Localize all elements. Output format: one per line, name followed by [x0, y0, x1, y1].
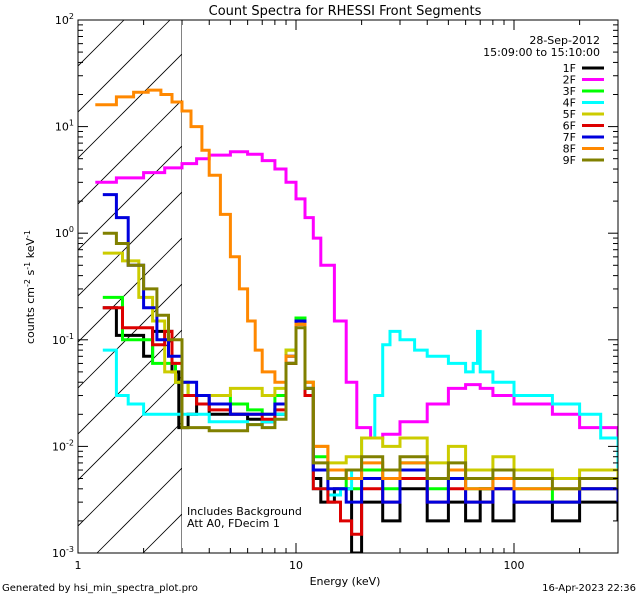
- hatch-line: [78, 237, 183, 343]
- series-line-9f: [102, 231, 618, 491]
- y-tick-label: 100: [55, 225, 74, 240]
- x-tick-label: 100: [503, 559, 524, 572]
- legend-label-2f: 2F: [563, 74, 576, 87]
- hatch-line: [78, 329, 183, 435]
- hatch-line: [78, 20, 171, 113]
- hatch-line: [78, 20, 79, 21]
- legend-label-9f: 9F: [563, 154, 576, 167]
- hatch-line: [78, 53, 183, 159]
- y-tick-label: 10-1: [52, 332, 74, 347]
- hatch-line: [78, 20, 125, 67]
- series-line-5f: [102, 251, 618, 480]
- series-line-2f: [95, 150, 618, 440]
- legend-label-7f: 7F: [563, 131, 576, 144]
- annotation-background: Includes Background: [187, 505, 302, 518]
- footer-timestamp: 16-Apr-2023 22:36: [542, 583, 636, 594]
- plot-frame: [77, 19, 619, 554]
- hatch-line: [78, 283, 183, 389]
- annotation-attenuator: Att A0, FDecim 1: [187, 517, 280, 530]
- legend-label-8f: 8F: [563, 143, 576, 156]
- legend-label-5f: 5F: [563, 108, 576, 121]
- y-tick-label: 10-3: [52, 545, 74, 560]
- y-tick-label: 101: [55, 119, 74, 134]
- hatch-line: [78, 375, 183, 481]
- hatch-line: [96, 467, 183, 553]
- hatch-line: [78, 191, 183, 297]
- legend-label-1f: 1F: [563, 62, 576, 75]
- date-label: 28-Sep-2012: [529, 34, 600, 47]
- hatch-line: [78, 421, 183, 527]
- legend-label-4f: 4F: [563, 97, 576, 110]
- series-line-8f: [95, 88, 618, 491]
- x-axis-label: Energy (keV): [310, 575, 381, 588]
- hatched-region: [78, 20, 183, 553]
- y-axis-label: counts cm-2 s-1 keV-1: [23, 230, 37, 344]
- legend-label-6f: 6F: [563, 120, 576, 133]
- legend-label-3f: 3F: [563, 85, 576, 98]
- footer-generated-by: Generated by hsi_min_spectra_plot.pro: [2, 583, 198, 594]
- time-range-label: 15:09:00 to 15:10:00: [483, 46, 600, 59]
- chart-title: Count Spectra for RHESSI Front Segments: [209, 4, 482, 19]
- y-tick-label: 102: [55, 12, 74, 27]
- hatch-line: [78, 99, 183, 205]
- x-tick-label: 1: [75, 559, 82, 572]
- hatch-line: [78, 145, 183, 251]
- y-tick-label: 10-2: [52, 438, 74, 453]
- x-tick-label: 10: [289, 559, 303, 572]
